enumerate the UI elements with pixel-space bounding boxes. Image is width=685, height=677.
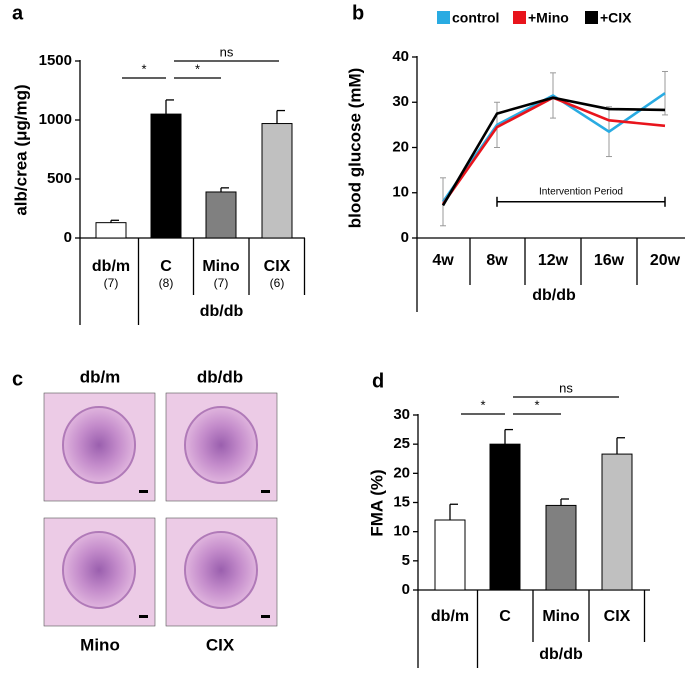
x-tick-label: C — [160, 258, 172, 275]
y-tick-label: 20 — [392, 138, 409, 155]
y-tick-label: 500 — [47, 170, 72, 187]
y-axis-label: FMA (%) — [367, 469, 386, 536]
significance-label: * — [534, 397, 539, 412]
significance-label: * — [480, 397, 485, 412]
panel-letter: b — [352, 2, 364, 24]
legend-label: +CIX — [600, 10, 632, 26]
significance-label: * — [195, 61, 200, 76]
y-tick-label: 0 — [64, 229, 72, 246]
scale-bar — [261, 490, 270, 493]
x-tick-label: CIX — [264, 258, 291, 275]
x-tick-label: db/m — [431, 608, 469, 625]
bar — [601, 453, 633, 591]
histology-panel: c db/m db/db Mino CIX — [12, 367, 243, 654]
scale-bar — [139, 490, 148, 493]
y-axis-label: alb/crea (μg/mg) — [11, 84, 30, 215]
y-tick-label: 40 — [392, 48, 409, 65]
n-label: (6) — [270, 276, 285, 290]
x-tick-label: 8w — [486, 252, 508, 269]
bar — [205, 191, 237, 239]
x-tick-label: db/m — [92, 258, 130, 275]
image-label: CIX — [206, 635, 235, 654]
legend-swatch — [585, 11, 598, 24]
group-label: db/db — [200, 303, 244, 320]
x-tick-label: 12w — [538, 252, 569, 269]
y-tick-label: 30 — [392, 93, 409, 110]
legend-swatch — [437, 11, 450, 24]
significance-label: ns — [559, 380, 573, 395]
n-label: (7) — [214, 276, 229, 290]
y-tick-label: 1500 — [39, 52, 72, 69]
y-tick-label: 1000 — [39, 111, 72, 128]
image-label: Mino — [80, 635, 120, 654]
group-label: db/db — [532, 287, 576, 304]
y-tick-label: 20 — [393, 464, 410, 481]
group-label: db/db — [539, 646, 583, 663]
glomerulus — [184, 531, 258, 609]
intervention-label: Intervention Period — [539, 186, 623, 197]
bar — [545, 504, 577, 591]
scale-bar — [261, 615, 270, 618]
glomerulus — [62, 531, 136, 609]
y-tick-label: 5 — [402, 552, 410, 569]
glomerulus — [62, 406, 136, 484]
x-tick-label: 20w — [650, 252, 681, 269]
significance-label: * — [141, 61, 146, 76]
bar — [95, 222, 127, 239]
x-tick-label: CIX — [604, 608, 631, 625]
panel-letter: c — [12, 368, 23, 390]
y-tick-label: 10 — [393, 523, 410, 540]
y-tick-label: 25 — [393, 435, 410, 452]
bar — [489, 443, 521, 591]
bar — [261, 123, 293, 239]
image-label: db/db — [197, 367, 243, 386]
n-label: (8) — [159, 276, 174, 290]
legend-label: +Mino — [528, 10, 569, 26]
image-label: db/m — [80, 367, 121, 386]
x-tick-label: Mino — [202, 258, 240, 275]
x-tick-label: C — [499, 608, 511, 625]
glomerulus — [184, 406, 258, 484]
y-tick-label: 0 — [401, 229, 409, 246]
bar — [434, 519, 466, 591]
y-tick-label: 0 — [402, 581, 410, 598]
x-tick-label: Mino — [542, 608, 580, 625]
n-label: (7) — [104, 276, 119, 290]
x-tick-label: 16w — [594, 252, 625, 269]
y-axis-label: blood glucose (mM) — [345, 68, 364, 229]
y-tick-label: 30 — [393, 406, 410, 423]
series-line — [441, 96, 666, 207]
bar — [150, 113, 182, 239]
y-tick-label: 10 — [392, 184, 409, 201]
scale-bar — [139, 615, 148, 618]
panel-letter: a — [12, 2, 24, 24]
panel-letter: d — [372, 370, 384, 392]
x-tick-label: 4w — [432, 252, 454, 269]
legend-swatch — [513, 11, 526, 24]
significance-label: ns — [220, 44, 234, 59]
y-tick-label: 15 — [393, 493, 410, 510]
legend-label: control — [452, 10, 499, 26]
